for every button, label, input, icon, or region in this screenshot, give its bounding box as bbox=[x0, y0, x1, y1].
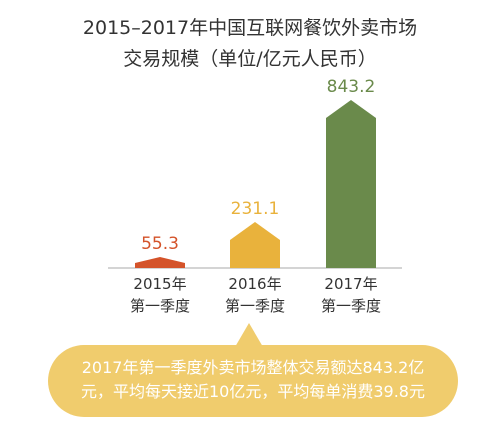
callout-pointer bbox=[235, 323, 263, 347]
category-label-0-line-0: 2015年 bbox=[133, 275, 186, 293]
category-label-0-line-1: 第一季度 bbox=[130, 297, 190, 315]
chart-title-line-2: 交易规模（单位/亿元人民币） bbox=[123, 48, 377, 70]
summary-line-1: 2017年第一季度外卖市场整体交易额达843.2亿 bbox=[81, 358, 425, 377]
bar-1 bbox=[230, 221, 280, 268]
data-label-0: 55.3 bbox=[141, 234, 179, 254]
category-label-2-line-0: 2017年 bbox=[324, 275, 377, 293]
category-label-1-line-0: 2016年 bbox=[228, 275, 281, 293]
category-label-2-line-1: 第一季度 bbox=[321, 297, 381, 315]
data-label-2: 843.2 bbox=[327, 77, 376, 97]
chart-title-line-1: 2015–2017年中国互联网餐饮外卖市场 bbox=[82, 17, 418, 39]
data-label-1: 231.1 bbox=[231, 199, 280, 219]
summary-line-2: 元，平均每天接近10亿元，平均每单消费39.8元 bbox=[81, 382, 425, 401]
bar-2 bbox=[326, 100, 376, 268]
category-label-1-line-1: 第一季度 bbox=[225, 297, 285, 315]
summary-callout: 2017年第一季度外卖市场整体交易额达843.2亿 元，平均每天接近10亿元，平… bbox=[48, 345, 458, 417]
bar-0 bbox=[135, 256, 185, 268]
